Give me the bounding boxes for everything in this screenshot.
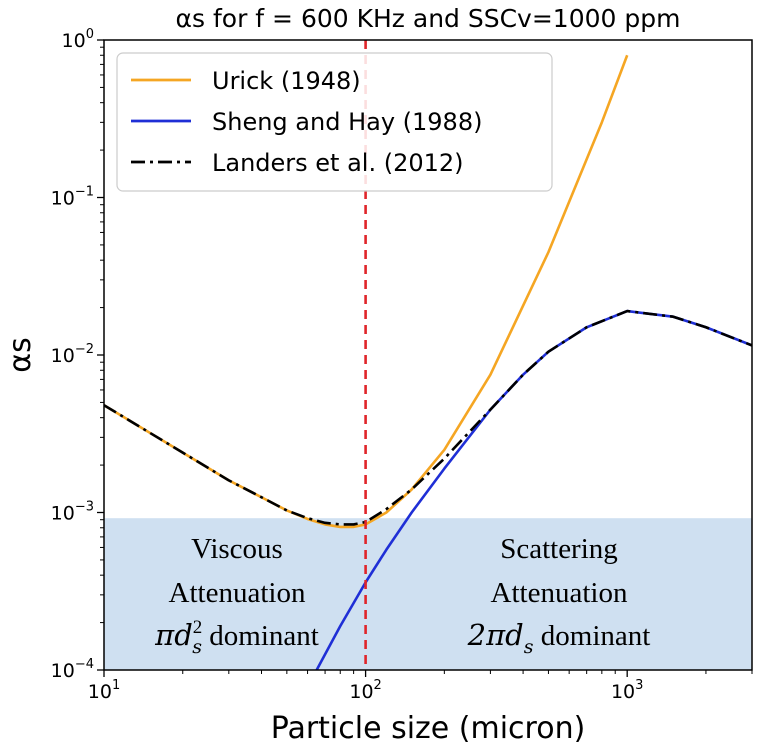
legend-label-3: Landers et al. (2012) [212,149,464,177]
right_region-region-formula: 2πds dominant [467,618,651,658]
y-tick-label-2: 10−3 [51,500,94,525]
left_region-region-formula: πd2 s dominant [154,617,319,658]
x-tick-label-3: 103 [611,678,643,703]
right_region-region-line2: Attenuation [491,577,628,609]
x-tick-label-2: 102 [349,678,381,703]
series-layer [104,54,752,670]
legend-label-1: Urick (1948) [212,67,361,95]
axes: 101 102 103 10−4 10−3 10−2 10−1 100 [51,27,753,703]
y-tick-label-1: 10−4 [51,657,94,682]
series-line-2 [315,309,752,670]
shaded-region [104,518,752,670]
right_region-region-line1: Scattering [500,533,618,565]
legend-label-2: Sheng and Hay (1988) [212,108,482,136]
x-axis-label: Particle size (micron) [271,711,586,746]
left_region-region-line1: Viscous [191,533,283,565]
y-axis-label: αs [3,337,38,372]
legend-box [116,52,553,192]
x-tick-label-1: 101 [88,678,120,703]
labels: αs for f = 600 KHz and SSCv=1000 ppm Part… [3,4,680,746]
y-tick-label-3: 10−2 [51,342,94,367]
y-tick-label-5: 100 [62,27,94,52]
series-line-3 [104,309,752,526]
legend: Urick (1948) Sheng and Hay (1988) Landers … [116,52,553,192]
y-tick-label-4: 10−1 [51,185,94,210]
chart-title: αs for f = 600 KHz and SSCv=1000 ppm [176,4,681,33]
shaded-region-layer [104,518,752,670]
left_region-region-line2: Attenuation [169,577,306,609]
